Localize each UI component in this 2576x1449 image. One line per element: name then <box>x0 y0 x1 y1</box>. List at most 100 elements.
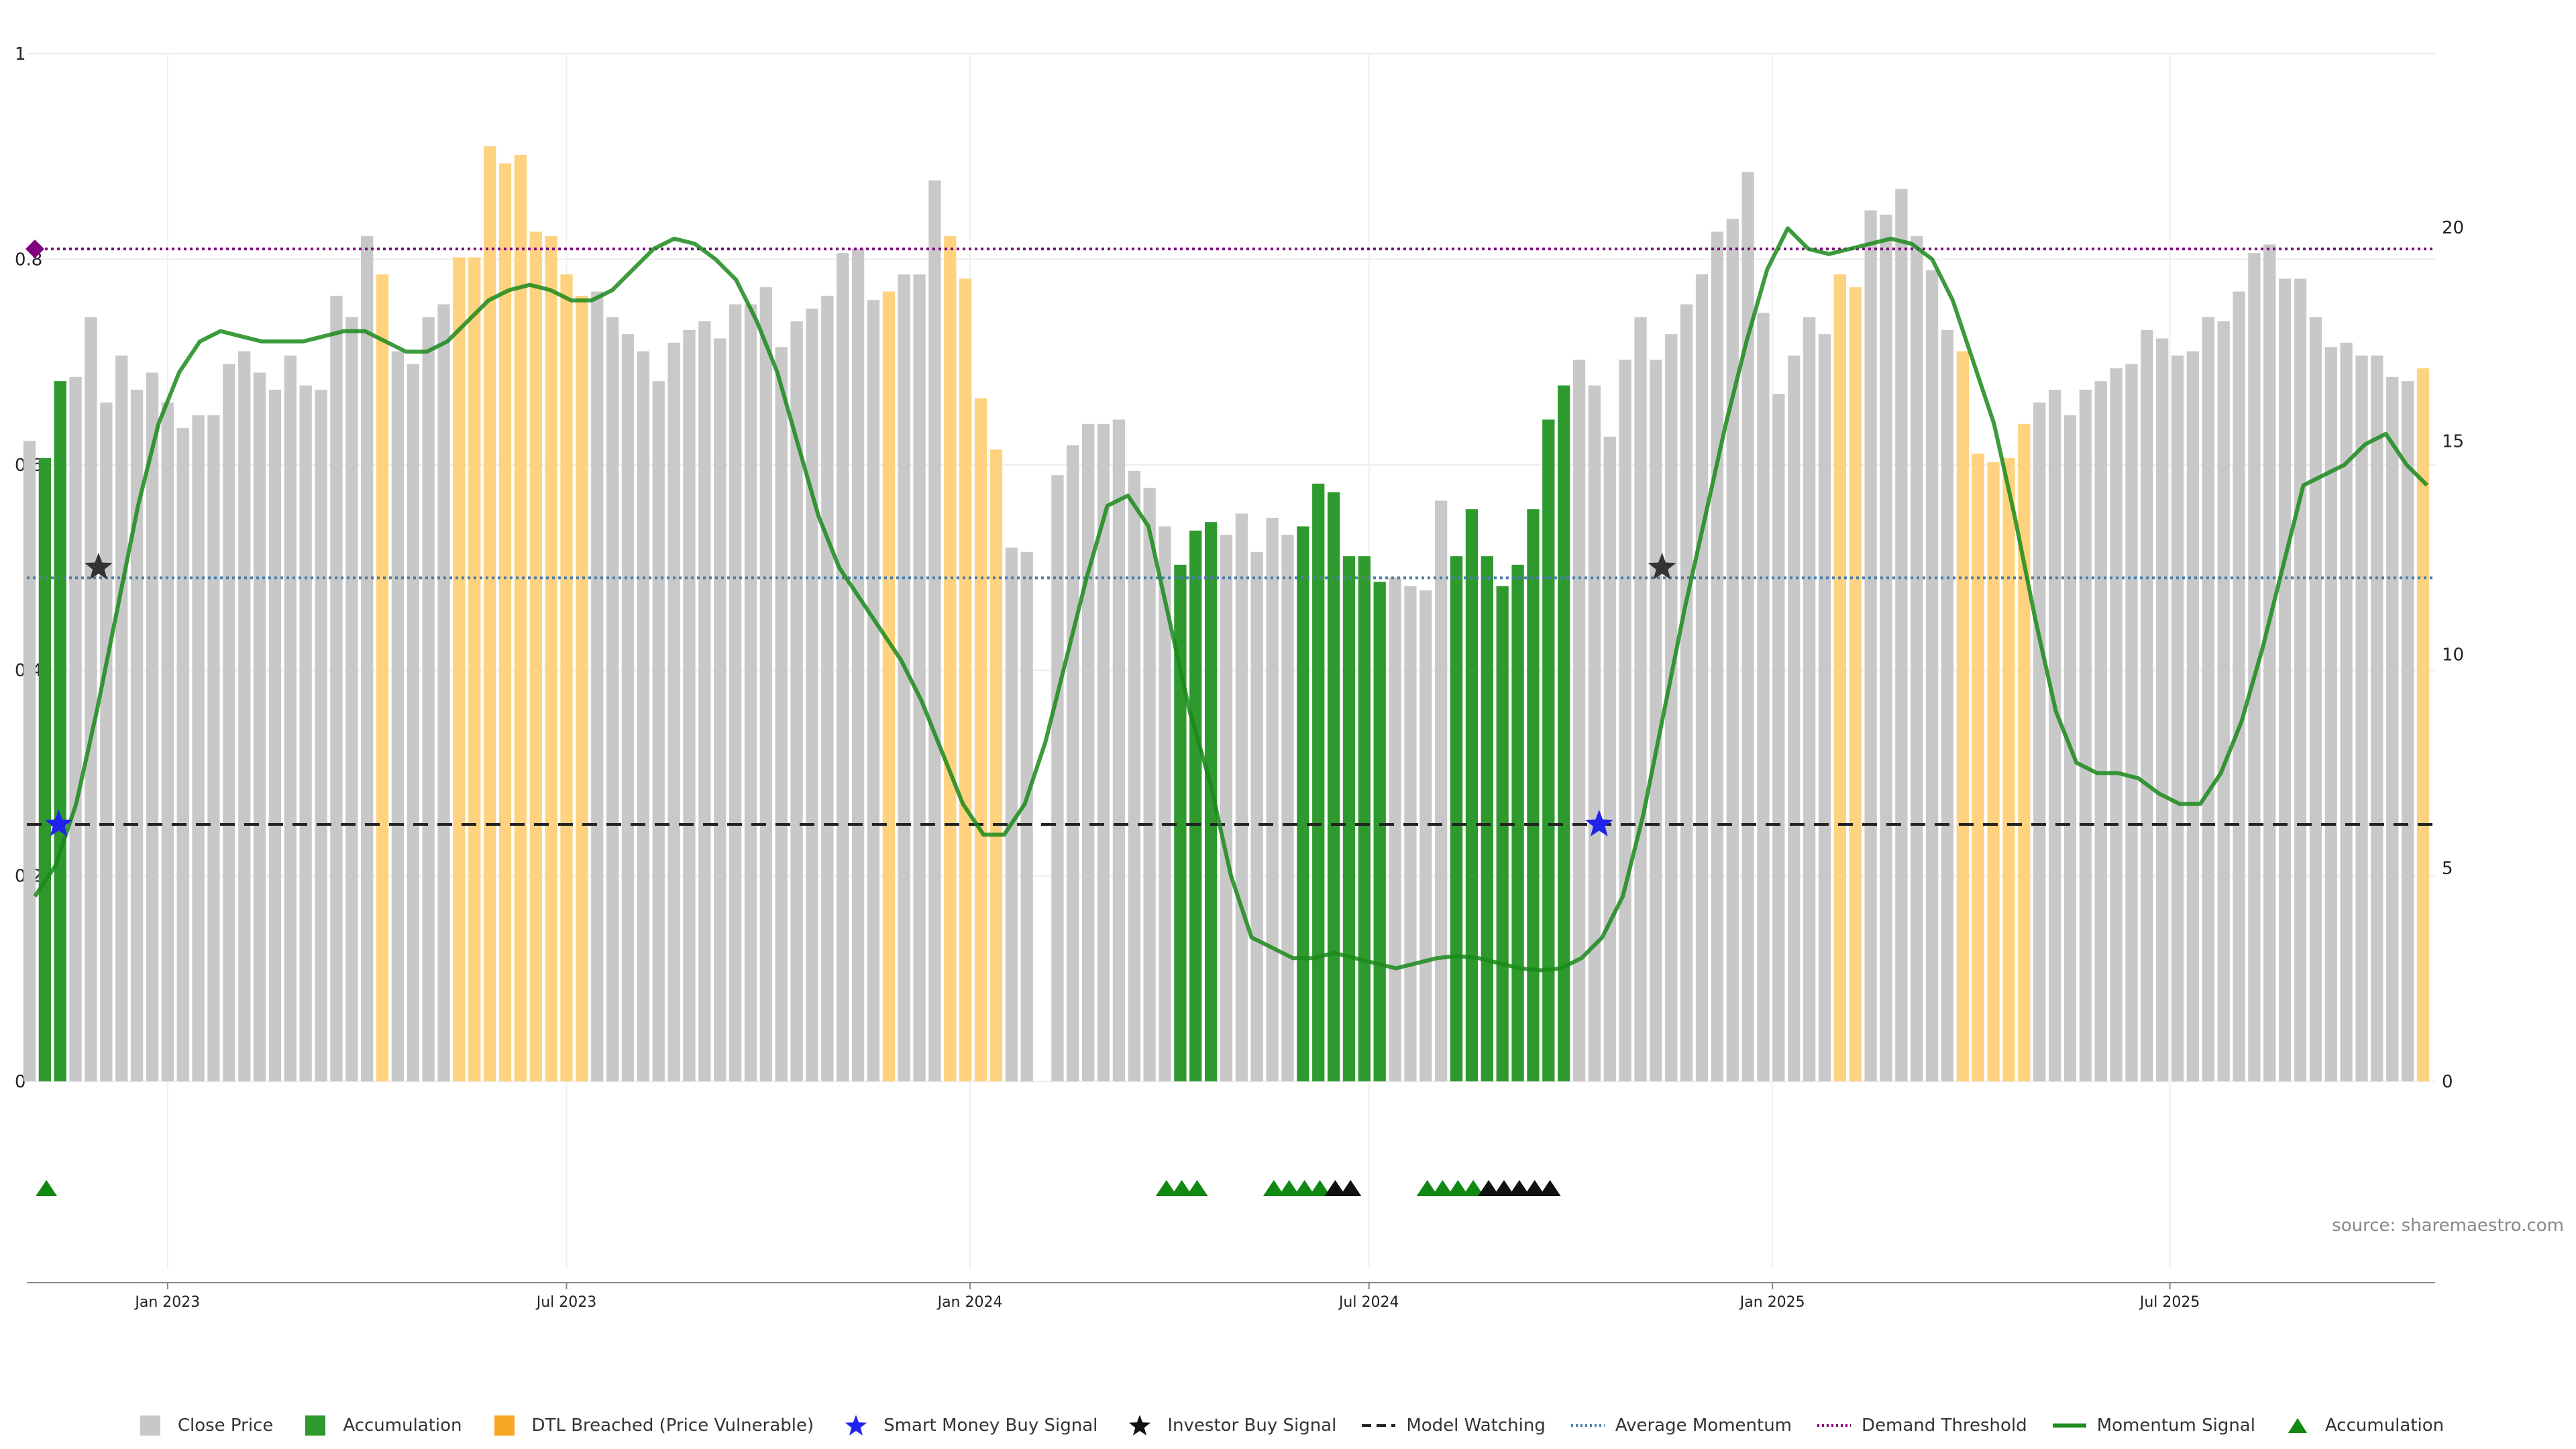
close-price-bar <box>867 300 880 1081</box>
dtl-bar <box>959 278 972 1081</box>
close-price-bar <box>2233 291 2245 1081</box>
accumulation-triangle-icon <box>1324 1180 1346 1196</box>
accumulation-bar <box>1450 556 1463 1081</box>
accumulation-triangle-icon <box>1447 1180 1469 1196</box>
close-price-bar <box>299 385 312 1081</box>
close-price-bar <box>115 355 128 1081</box>
close-price-bar <box>1895 189 1908 1081</box>
close-price-bar <box>1650 360 1662 1081</box>
close-price-bar <box>284 355 297 1081</box>
legend-item-accum: Accumulation <box>297 1415 462 1436</box>
close-price-bar <box>422 317 435 1081</box>
dtl-bar <box>576 295 588 1081</box>
dtl-bar <box>1987 462 2000 1081</box>
accumulation-triangle-icon <box>1508 1180 1530 1196</box>
accumulation-triangle-icon <box>1155 1180 1177 1196</box>
legend-label: Demand Threshold <box>1862 1415 2027 1436</box>
gray-square-icon <box>132 1415 168 1436</box>
accumulation-triangle-icon <box>1186 1180 1208 1196</box>
y-right-tick-label: 15 <box>2442 431 2464 451</box>
close-price-bar <box>1389 577 1401 1081</box>
close-price-bar <box>2079 389 2092 1081</box>
close-price-bar <box>1112 419 1126 1081</box>
close-price-bar <box>161 402 174 1081</box>
close-price-bar <box>1235 513 1248 1081</box>
blue-star-icon <box>838 1415 874 1436</box>
close-price-bar <box>2324 347 2337 1081</box>
dtl-bar <box>2018 423 2031 1081</box>
legend-label: DTL Breached (Price Vulnerable) <box>531 1415 814 1436</box>
close-price-bar <box>698 321 711 1081</box>
close-price-bar <box>2202 317 2214 1081</box>
close-price-bar <box>851 248 865 1081</box>
close-price-bar <box>606 317 619 1081</box>
close-price-bar <box>1803 317 1816 1081</box>
close-price-bar <box>192 415 205 1081</box>
legend-item-dtl: DTL Breached (Price Vulnerable) <box>486 1415 814 1436</box>
accumulation-triangle-icon <box>1462 1180 1485 1196</box>
x-axis-tick-label: Jul 2025 <box>2139 1294 2200 1311</box>
dtl-bar <box>989 449 1003 1081</box>
close-price-bar <box>1220 535 1233 1081</box>
legend-label: Smart Money Buy Signal <box>883 1415 1098 1436</box>
close-price-bar <box>1143 488 1156 1081</box>
close-price-bar <box>1680 304 1693 1082</box>
dtl-bar <box>468 257 481 1081</box>
dtl-bar <box>882 291 895 1081</box>
close-price-bar <box>2125 364 2138 1081</box>
dtl-bar <box>376 274 389 1081</box>
accumulation-triangle-icon <box>1493 1180 1515 1196</box>
close-price-bar <box>928 180 941 1081</box>
close-price-bar <box>2386 376 2399 1082</box>
legend-label: Average Momentum <box>1615 1415 1792 1436</box>
close-price-bar <box>2217 321 2230 1081</box>
close-price-bar <box>1128 470 1140 1081</box>
close-price-bar <box>637 351 650 1081</box>
green-triangle-icon <box>2279 1415 2316 1436</box>
accumulation-triangle-icon <box>1416 1180 1438 1196</box>
close-price-bar <box>652 381 665 1082</box>
close-price-bar <box>2186 351 2200 1081</box>
close-price-bar <box>621 334 635 1082</box>
close-price-bar <box>1159 526 1171 1081</box>
dashed-line-icon <box>1360 1415 1397 1436</box>
close-price-bar <box>591 291 604 1081</box>
investor-buy-star-icon <box>85 553 113 580</box>
close-price-bar <box>1097 423 1110 1081</box>
close-price-bar <box>437 304 450 1082</box>
dtl-bar <box>944 235 957 1082</box>
close-price-bar <box>1726 219 1739 1081</box>
close-price-bar <box>667 342 680 1081</box>
close-price-bar <box>1864 210 1877 1081</box>
close-price-bar <box>345 317 358 1081</box>
accumulation-bar <box>1481 556 1493 1081</box>
close-price-bar <box>1281 535 1294 1081</box>
y-left-tick-label: 1 <box>15 44 26 64</box>
close-price-bar <box>2309 317 2322 1081</box>
close-price-bar <box>744 304 757 1082</box>
close-price-bar <box>1634 317 1647 1081</box>
close-price-bar <box>407 364 419 1081</box>
x-axis-tick-label: Jul 2024 <box>1338 1294 1399 1311</box>
smart-money-buy-star-icon <box>1585 810 1613 837</box>
close-price-bar <box>2171 355 2184 1081</box>
green-square-icon <box>297 1415 333 1436</box>
accumulation-triangle-icon <box>1340 1180 1362 1196</box>
dtl-bar <box>2002 458 2015 1081</box>
close-price-bar <box>1941 329 1954 1082</box>
x-axis-tick-label: Jan 2023 <box>133 1294 200 1311</box>
close-price-bar <box>146 372 159 1082</box>
accumulation-bar <box>1358 556 1371 1081</box>
accumulation-bar <box>1327 492 1340 1081</box>
close-price-bar <box>1788 355 1801 1081</box>
dotted-purple-line-icon <box>1816 1415 1852 1436</box>
close-price-bar <box>2401 381 2414 1082</box>
close-price-bar <box>1250 551 1263 1081</box>
close-price-bar <box>268 389 282 1081</box>
source-label: source: sharemaestro.com <box>2332 1216 2564 1236</box>
investor-buy-star-icon <box>1648 553 1676 580</box>
accumulation-bar <box>1496 586 1509 1081</box>
demand-threshold-diamond-icon <box>25 239 44 259</box>
close-price-bar <box>238 351 251 1081</box>
